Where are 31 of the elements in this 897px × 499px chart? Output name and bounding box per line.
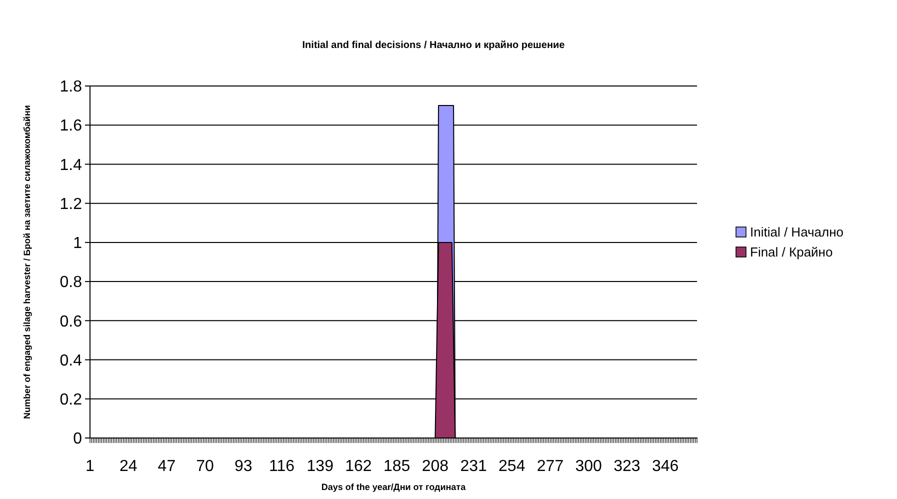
x-tick-label: 300 (575, 458, 602, 475)
x-tick-label: 323 (614, 458, 640, 475)
x-tick-label: 208 (422, 458, 449, 475)
y-tick-label: 1.6 (60, 118, 82, 135)
y-tick-label: 0.2 (60, 391, 82, 408)
x-tick-label: 47 (158, 458, 176, 475)
y-tick-label: 0.6 (60, 313, 82, 330)
x-tick-label: 231 (460, 458, 487, 475)
y-tick-label: 0 (73, 430, 82, 448)
x-tick-label: 24 (119, 458, 138, 475)
x-tick-label: 1 (86, 458, 95, 475)
x-tick-label: 70 (196, 458, 214, 475)
x-tick-label: 185 (383, 458, 410, 475)
y-tick-label: 1.4 (60, 156, 82, 174)
x-tick-label: 254 (498, 458, 526, 475)
x-tick-label: 162 (345, 458, 372, 475)
y-tick-label: 1 (73, 235, 82, 252)
chart-title: Initial and final decisions / Начално и крайно решение (302, 40, 566, 51)
x-tick-label: 93 (234, 458, 252, 475)
y-tick-label: 1.8 (60, 78, 82, 96)
x-tick-label: 346 (652, 458, 679, 475)
y-tick-label: 0.8 (60, 274, 82, 292)
legend-label: Initial / Начално (750, 224, 844, 240)
legend-label: Final / Крайно (750, 244, 833, 260)
x-tick-label: 139 (306, 458, 334, 475)
y-tick-label: 1.2 (60, 196, 82, 213)
x-tick-label: 277 (536, 458, 564, 475)
x-tick-label: 116 (269, 458, 295, 475)
y-axis-title: Number of engaged silage harvester / Брой на заетите силажокомбайни (22, 105, 32, 419)
x-axis-title: Days of the year/Дни от годината (321, 482, 467, 492)
y-tick-label: 0.4 (60, 352, 82, 370)
